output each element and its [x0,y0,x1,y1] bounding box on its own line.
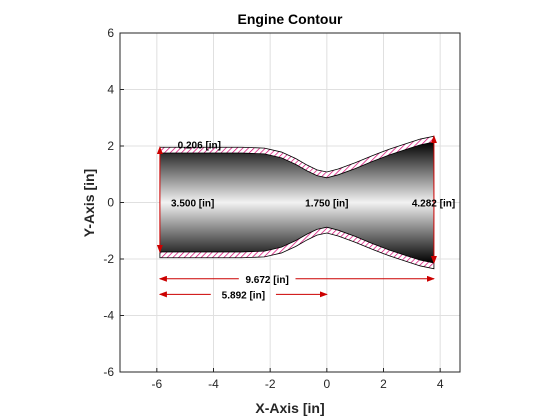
lower-wall [159,226,435,270]
y-tick-label: 0 [107,196,114,210]
y-tick-label: 2 [107,139,114,153]
total-length-label: 9.672 [in] [245,275,288,286]
x-tick-label: -6 [151,377,162,391]
chamber-diameter-label: 3.500 [in] [171,199,214,210]
x-tick-label: -4 [208,377,219,391]
axis-ticks: -6 -4 -2 0 2 4 -6 -4 -2 0 2 4 6 [103,26,443,391]
x-tick-label: 4 [437,377,444,391]
y-tick-label: -6 [103,365,114,379]
y-tick-label: 6 [107,26,114,40]
gas-flow-region [159,142,434,263]
chamber-length-label: 5.892 [in] [222,290,265,301]
x-axis-label: X-Axis [in] [255,400,324,416]
dimension-annotations: 0.206 [in] 3.500 [in] 1.750 [in] 4.282 [in]… [156,135,455,301]
wall-thickness-label: 0.206 [in] [178,141,221,152]
x-tick-label: -2 [265,377,276,391]
chart-title: Engine Contour [238,11,344,27]
x-tick-label: 2 [380,377,387,391]
y-tick-label: 4 [107,83,114,97]
throat-diameter-label: 1.750 [in] [305,199,348,210]
y-tick-label: -4 [103,309,114,323]
x-tick-label: 0 [323,377,330,391]
exit-diameter-label: 4.282 [in] [412,199,455,210]
y-tick-label: -2 [103,252,114,266]
y-axis-label: Y-Axis [in] [81,169,97,237]
